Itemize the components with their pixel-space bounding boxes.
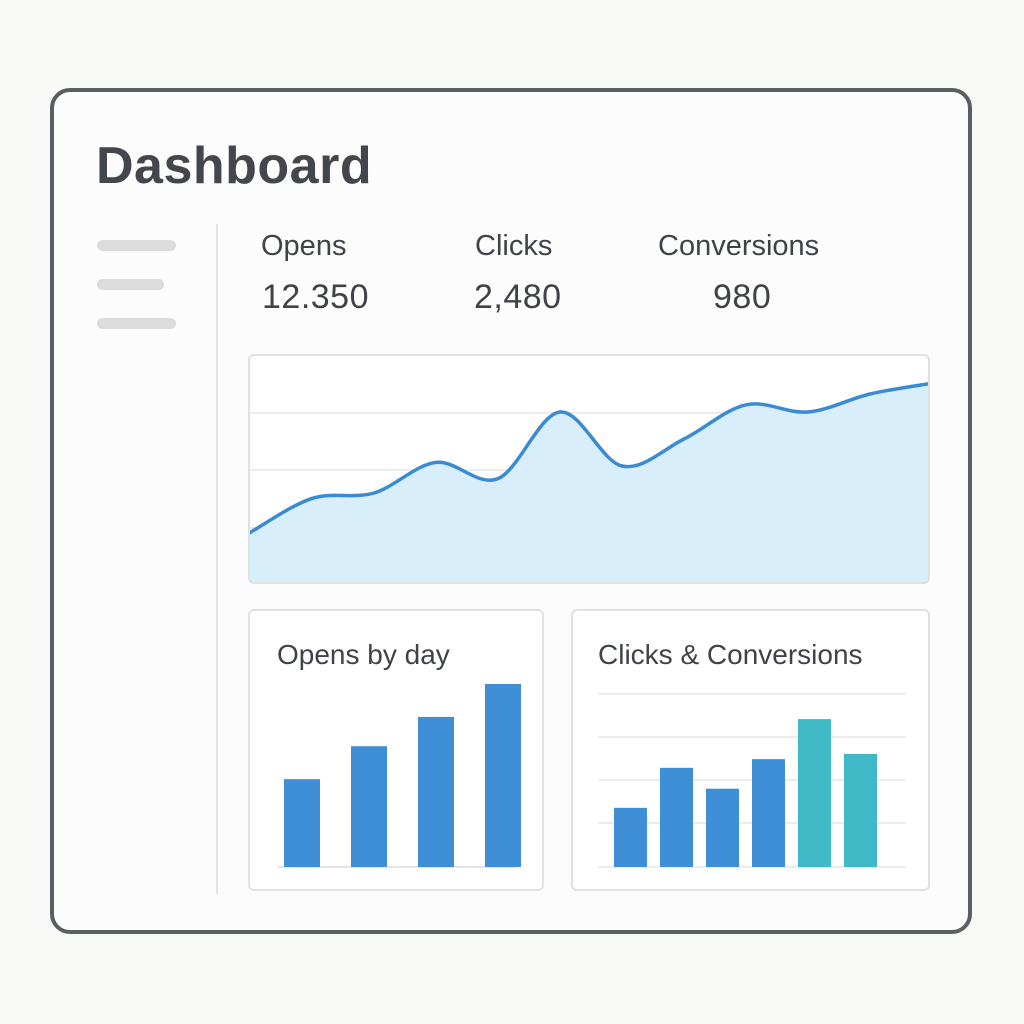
series1-bar-2 bbox=[660, 767, 693, 867]
clicks-value: 2,480 bbox=[474, 278, 562, 316]
opens-by-day-title: Opens by day bbox=[277, 639, 450, 670]
opens-label: Opens bbox=[261, 230, 347, 262]
clicks-label: Clicks bbox=[475, 230, 553, 262]
series1-bar-3 bbox=[706, 788, 739, 867]
page-title: Dashboard bbox=[96, 137, 373, 195]
conversions-value: 980 bbox=[713, 278, 772, 316]
trend-chart bbox=[248, 354, 930, 584]
opens-by-day-card: Opens by day bbox=[248, 609, 544, 891]
opens-bar-1 bbox=[284, 779, 320, 867]
opens-by-day-chart bbox=[277, 684, 521, 868]
series2-bar-1 bbox=[798, 719, 831, 867]
trend-line bbox=[250, 382, 928, 535]
opens-value: 12.350 bbox=[262, 278, 369, 316]
trend-chart-svg bbox=[250, 382, 928, 582]
series1-bar-4 bbox=[752, 759, 785, 867]
sidebar-item-1[interactable] bbox=[97, 240, 176, 251]
sidebar-divider bbox=[216, 224, 218, 894]
sidebar-item-3[interactable] bbox=[97, 318, 176, 329]
conversions-label: Conversions bbox=[658, 230, 820, 262]
series2-bar-2 bbox=[844, 753, 877, 867]
opens-bar-2 bbox=[351, 746, 387, 867]
series1-bar-1 bbox=[614, 807, 647, 867]
trend-area bbox=[250, 383, 928, 582]
opens-bar-3 bbox=[418, 716, 454, 867]
clicks-conversions-card: Clicks & Conversions bbox=[571, 609, 930, 891]
opens-bar-4 bbox=[485, 684, 521, 867]
clicks-conversions-title: Clicks & Conversions bbox=[598, 639, 863, 670]
clicks-conversions-chart bbox=[598, 693, 906, 868]
sidebar-item-2[interactable] bbox=[97, 279, 164, 290]
